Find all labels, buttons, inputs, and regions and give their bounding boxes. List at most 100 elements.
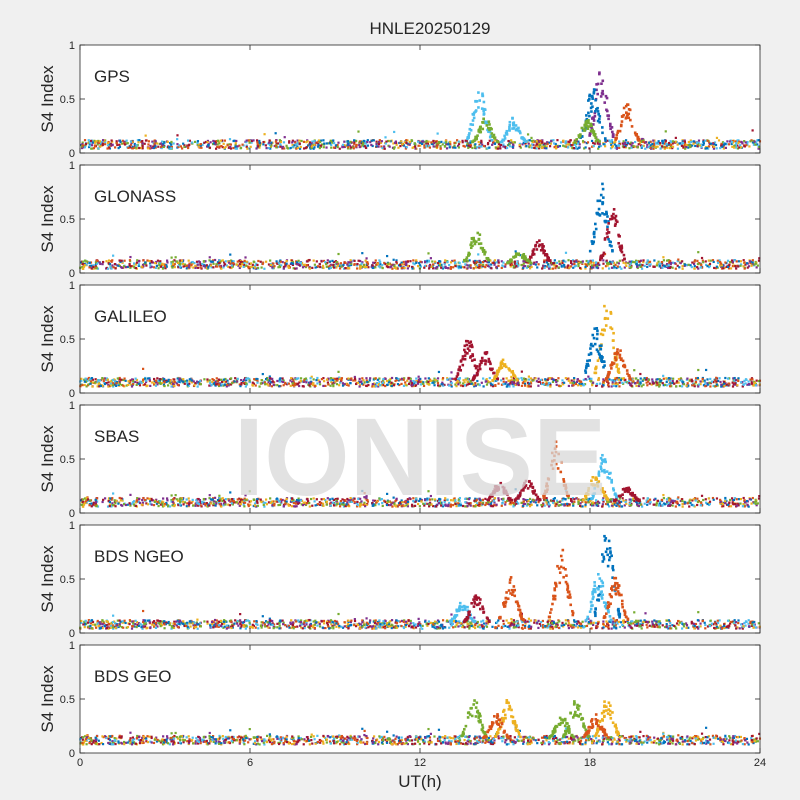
s4-point: [635, 260, 638, 263]
s4-point: [291, 261, 295, 264]
s4-point: [618, 146, 621, 149]
s4-event-point: [477, 91, 480, 94]
s4-point: [454, 383, 457, 386]
s4-point: [97, 261, 100, 264]
s4-point: [719, 260, 722, 264]
s4-point: [348, 262, 351, 266]
s4-point: [613, 141, 616, 144]
s4-point: [154, 379, 158, 382]
s4-point: [457, 265, 460, 268]
s4-point: [522, 266, 525, 270]
s4-point: [660, 260, 663, 264]
s4-point: [265, 147, 268, 150]
s4-point: [295, 261, 299, 264]
s4-point: [508, 142, 511, 145]
s4-point: [567, 496, 570, 500]
s4-point: [671, 266, 674, 269]
s4-point: [535, 143, 539, 146]
s4-point: [219, 382, 222, 385]
s4-point: [332, 377, 335, 380]
s4-point: [212, 262, 215, 265]
s4-point: [438, 385, 441, 388]
s4-event-point: [611, 249, 614, 253]
s4-point: [612, 384, 615, 387]
s4-point: [611, 261, 614, 264]
s4-event-point: [482, 109, 485, 113]
s4-point: [287, 266, 291, 269]
s4-point: [288, 147, 291, 150]
s4-point: [535, 380, 538, 383]
s4-point: [206, 378, 209, 381]
s4-point: [590, 377, 593, 380]
s4-point: [92, 264, 95, 267]
s4-point: [527, 139, 530, 142]
s4-point: [605, 259, 608, 262]
s4-point: [606, 139, 610, 142]
s4-point: [150, 146, 154, 149]
s4-point: [610, 262, 613, 265]
s4-event-point: [629, 118, 632, 122]
s4-event-point: [592, 88, 596, 91]
s4-point: [251, 383, 254, 386]
s4-point: [180, 379, 183, 382]
s4-point: [159, 262, 162, 265]
s4-point: [297, 377, 300, 380]
s4-point: [245, 377, 248, 380]
s4-point: [566, 146, 569, 149]
s4-point: [192, 266, 195, 269]
s4-point: [476, 266, 479, 269]
s4-event-point: [605, 377, 608, 380]
s4-point: [393, 264, 396, 268]
s4-point: [757, 147, 760, 150]
s4-point: [744, 263, 747, 266]
s4-point: [369, 141, 372, 144]
s4-event-point: [491, 379, 494, 382]
s4-event-point: [634, 132, 637, 136]
s4-event-point: [605, 309, 608, 313]
s4-point: [220, 378, 223, 381]
s4-point: [221, 259, 224, 262]
s4-point: [176, 143, 179, 146]
s4-point: [228, 266, 232, 269]
s4-point: [187, 146, 190, 150]
s4-point: [247, 267, 250, 270]
s4-point: [490, 263, 493, 266]
s4-point: [504, 265, 507, 268]
s4-point: [715, 265, 718, 268]
s4-point: [295, 143, 298, 146]
s4-point: [378, 380, 381, 383]
s4-point: [513, 380, 516, 383]
s4-point: [618, 140, 621, 143]
s4-point: [423, 266, 426, 269]
s4-point: [388, 380, 392, 383]
s4-point: [751, 129, 754, 132]
s4-point: [541, 139, 544, 142]
s4-point: [114, 383, 117, 386]
s4-event-point: [490, 127, 493, 131]
s4-point: [439, 147, 442, 150]
s4-point: [478, 263, 481, 266]
s4-point: [725, 383, 728, 386]
s4-point: [622, 499, 625, 502]
s4-point: [456, 265, 459, 268]
s4-point: [83, 380, 86, 383]
s4-point: [643, 141, 646, 144]
s4-point: [162, 383, 165, 386]
s4-point: [607, 385, 610, 388]
s4-point: [353, 377, 357, 380]
s4-point: [91, 381, 94, 384]
s4-event-point: [472, 377, 475, 381]
s4-event-point: [611, 339, 615, 342]
s4-point: [746, 383, 749, 386]
s4-point: [335, 266, 338, 269]
s4-point: [566, 378, 569, 381]
s4-point: [628, 147, 631, 150]
s4-point: [412, 497, 415, 500]
s4-event-point: [618, 356, 622, 359]
s4-point: [331, 259, 334, 263]
s4-event-point: [479, 242, 483, 245]
s4-point: [338, 264, 341, 268]
s4-point: [497, 382, 500, 385]
s4-event-point: [455, 375, 459, 378]
